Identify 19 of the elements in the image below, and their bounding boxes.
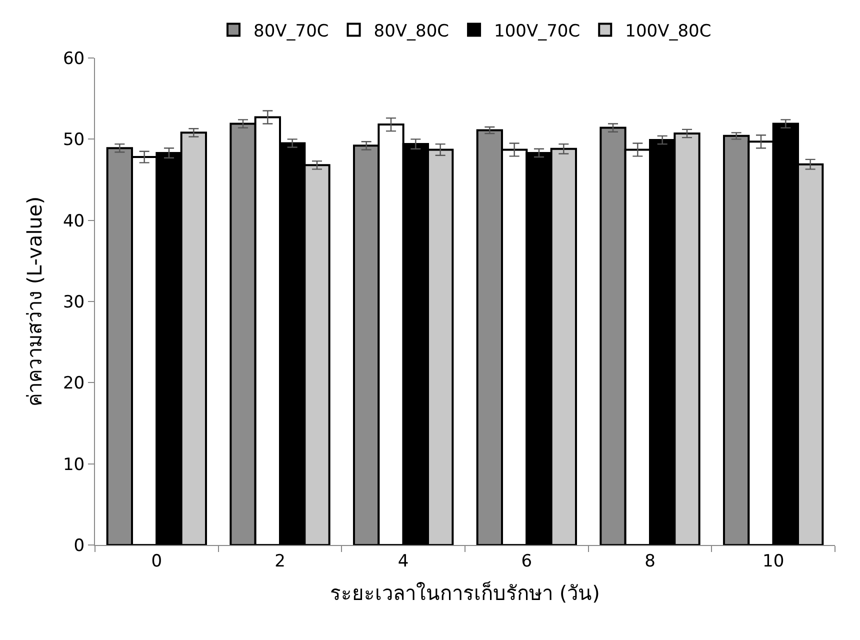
legend-label: 100V_80C bbox=[625, 21, 712, 42]
x-tick-label: 4 bbox=[398, 551, 409, 572]
x-tick-label: 10 bbox=[762, 551, 784, 572]
x-tick-label: 2 bbox=[274, 551, 286, 572]
y-tick-label: 0 bbox=[74, 536, 85, 556]
y-tick-label: 40 bbox=[62, 211, 85, 232]
y-tick-label: 50 bbox=[62, 130, 85, 150]
x-axis-title: ระยะเวลาในการเก็บรักษา (วัน) bbox=[330, 580, 600, 605]
y-tick-label: 20 bbox=[62, 374, 85, 394]
x-tick-label: 0 bbox=[151, 551, 162, 572]
legend-label: 80V_80C bbox=[374, 21, 450, 42]
y-tick-label: 10 bbox=[62, 454, 85, 475]
y-axis-title: ค่าความสว่าง (L-value) bbox=[22, 196, 46, 407]
x-tick-label: 6 bbox=[521, 551, 532, 572]
legend-label: 80V_70C bbox=[254, 21, 329, 42]
x-tick-label: 8 bbox=[644, 551, 656, 572]
legend-label: 100V_70C bbox=[494, 21, 580, 42]
y-tick-label: 60 bbox=[62, 48, 85, 69]
y-tick-label: 30 bbox=[62, 292, 85, 312]
